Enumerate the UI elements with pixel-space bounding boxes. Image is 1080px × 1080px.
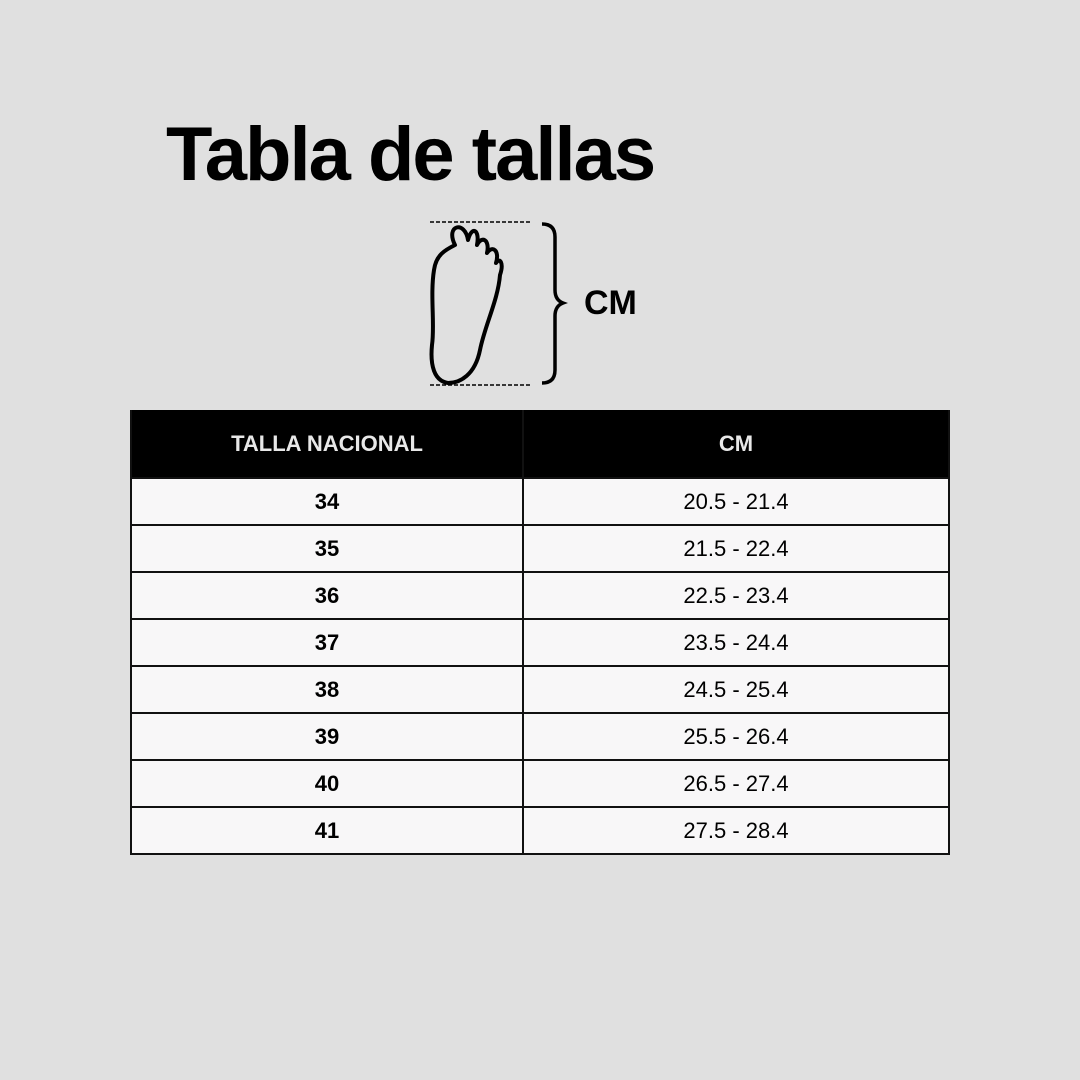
column-header-cm: CM	[522, 410, 950, 478]
table-row: 37 23.5 - 24.4	[130, 618, 950, 667]
cm-cell: 27.5 - 28.4	[522, 806, 950, 855]
cm-cell: 22.5 - 23.4	[522, 571, 950, 620]
table-row: 35 21.5 - 22.4	[130, 524, 950, 573]
measure-label: CM	[584, 284, 637, 322]
size-cell: 37	[130, 618, 524, 667]
page-title: Tabla de tallas	[166, 112, 656, 197]
size-cell: 38	[130, 665, 524, 714]
cm-cell: 21.5 - 22.4	[522, 524, 950, 573]
brace-icon	[541, 222, 568, 385]
cm-cell: 23.5 - 24.4	[522, 618, 950, 667]
table-row: 38 24.5 - 25.4	[130, 665, 950, 714]
cm-cell: 20.5 - 21.4	[522, 477, 950, 526]
foot-icon	[429, 225, 504, 385]
size-cell: 36	[130, 571, 524, 620]
size-cell: 35	[130, 524, 524, 573]
cm-cell: 24.5 - 25.4	[522, 665, 950, 714]
table-header-row: TALLA NACIONAL CM	[130, 410, 950, 478]
table-row: 41 27.5 - 28.4	[130, 806, 950, 855]
size-cell: 40	[130, 759, 524, 808]
size-cell: 39	[130, 712, 524, 761]
cm-cell: 26.5 - 27.4	[522, 759, 950, 808]
table-row: 34 20.5 - 21.4	[130, 477, 950, 526]
size-cell: 41	[130, 806, 524, 855]
cm-cell: 25.5 - 26.4	[522, 712, 950, 761]
table-row: 39 25.5 - 26.4	[130, 712, 950, 761]
table-row: 40 26.5 - 27.4	[130, 759, 950, 808]
table-row: 36 22.5 - 23.4	[130, 571, 950, 620]
size-cell: 34	[130, 477, 524, 526]
column-header-size: TALLA NACIONAL	[130, 410, 524, 478]
size-table: TALLA NACIONAL CM 34 20.5 - 21.4 35 21.5 -…	[130, 410, 950, 855]
foot-measure-diagram	[429, 221, 568, 386]
